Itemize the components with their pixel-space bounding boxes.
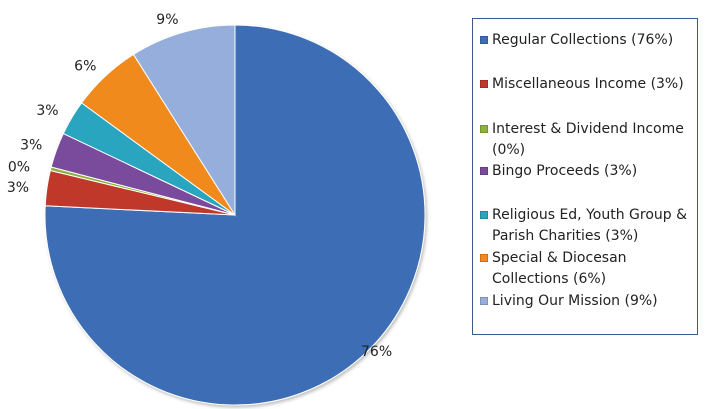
data-label-3: 3% <box>20 138 42 154</box>
legend-label: Bingo Proceeds (3%) <box>492 163 638 179</box>
pie-data-labels: 76% 3% 0% 3% 3% 6% 9% <box>7 12 392 360</box>
legend-swatch <box>480 36 488 44</box>
legend-item-miscellaneous-income: Miscellaneous Income (3%) <box>480 74 694 95</box>
legend-label: Living Our Mission (9%) <box>492 293 658 309</box>
legend: Regular Collections (76%) Miscellaneous … <box>472 18 698 335</box>
legend-label: Regular Collections (76%) <box>492 32 674 48</box>
data-label-4: 3% <box>36 103 58 119</box>
legend-swatch <box>480 80 488 88</box>
data-label-2: 0% <box>8 160 30 176</box>
legend-item-religious-ed: Religious Ed, Youth Group & Parish Chari… <box>480 205 694 247</box>
legend-swatch <box>480 297 488 305</box>
legend-swatch <box>480 211 488 219</box>
legend-label: Special & Diocesan Collections (6%) <box>492 250 627 287</box>
data-label-5: 6% <box>74 59 96 75</box>
legend-item-regular-collections: Regular Collections (76%) <box>480 30 694 51</box>
legend-item-special-diocesan: Special & Diocesan Collections (6%) <box>480 248 694 290</box>
legend-swatch <box>480 125 488 133</box>
data-label-1: 3% <box>7 180 29 196</box>
legend-label: Religious Ed, Youth Group & Parish Chari… <box>492 207 688 244</box>
legend-swatch <box>480 167 488 175</box>
pie-slices <box>44 24 426 406</box>
data-label-0: 76% <box>361 344 392 360</box>
data-label-6: 9% <box>156 12 178 28</box>
legend-item-interest-dividend-income: Interest & Dividend Income (0%) <box>480 119 694 161</box>
pie-slice-6 <box>132 24 236 217</box>
legend-label: Miscellaneous Income (3%) <box>492 76 684 92</box>
legend-swatch <box>480 254 488 262</box>
legend-item-living-our-mission: Living Our Mission (9%) <box>480 291 694 312</box>
legend-item-bingo-proceeds: Bingo Proceeds (3%) <box>480 161 694 182</box>
legend-label: Interest & Dividend Income (0%) <box>492 121 684 158</box>
